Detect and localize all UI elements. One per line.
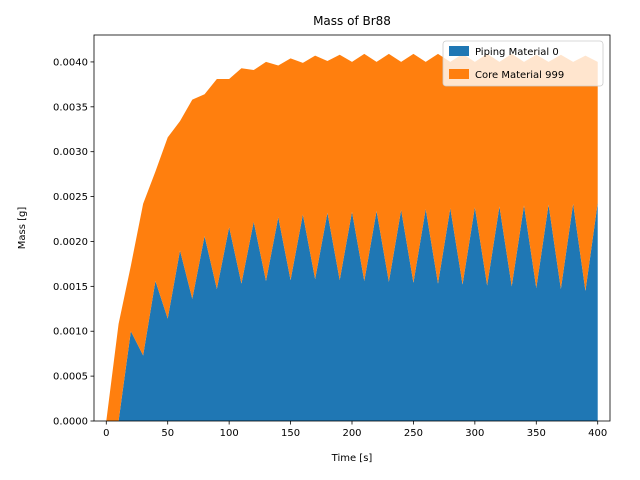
legend-frame [442,40,604,87]
x-tick-label: 250 [404,428,423,439]
y-tick-label: 0.0030 [53,147,88,158]
legend: Piping Material 0 Core Material 999 [442,40,604,87]
area-series-piping-material [106,202,598,421]
x-tick-label: 50 [161,428,174,439]
y-tick-label: 0.0040 [53,57,88,68]
y-tick-label: 0.0015 [53,282,88,293]
area-series-core-material [106,53,598,421]
area-layer [106,53,598,421]
x-tick-label: 350 [527,428,546,439]
y-axis: 0.0000 0.0005 0.0010 0.0015 0.0020 0.0025 0.00… [53,57,94,428]
x-tick-label: 200 [342,428,361,439]
x-tick-label: 300 [465,428,484,439]
x-axis: 0 50 100 150 200 250 300 350 400 [103,421,607,439]
x-tick-label: 100 [220,428,239,439]
chart-title: Mass of Br88 [313,14,391,28]
x-tick-label: 0 [103,428,109,439]
legend-label-core: Core Material 999 [475,70,564,81]
y-tick-label: 0.0020 [53,237,88,248]
y-tick-label: 0.0035 [53,102,88,113]
legend-swatch-core [449,69,469,79]
y-tick-label: 0.0005 [53,372,88,383]
y-tick-label: 0.0000 [53,417,88,428]
y-tick-label: 0.0010 [53,327,88,338]
y-tick-label: 0.0025 [53,192,88,203]
x-tick-label: 150 [281,428,300,439]
legend-swatch-piping [449,46,469,56]
x-axis-label: Time [s] [331,453,373,464]
y-axis-label: Mass [g] [17,207,28,250]
x-tick-label: 400 [588,428,607,439]
legend-label-piping: Piping Material 0 [475,47,559,58]
